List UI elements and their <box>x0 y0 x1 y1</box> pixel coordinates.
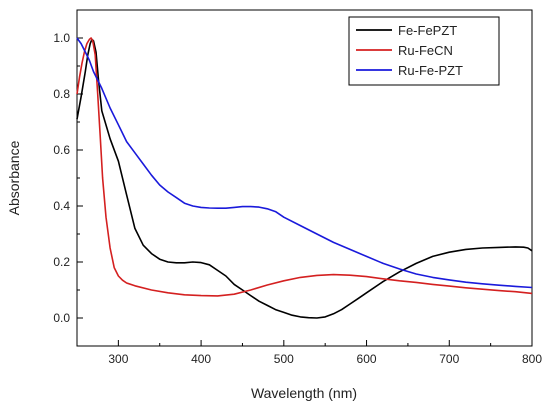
y-tick-label: 0.0 <box>53 311 70 325</box>
legend: Fe-FePZT Ru-FeCN Ru-Fe-PZT <box>348 16 500 86</box>
series-line-fe-fepzt <box>76 38 533 319</box>
y-tick-label: 1.0 <box>53 31 70 45</box>
axis-ticks <box>76 9 533 347</box>
y-tick-label: 0.8 <box>53 87 70 101</box>
x-tick-label: 400 <box>191 352 211 366</box>
y-tick-label: 0.4 <box>53 199 70 213</box>
x-tick-label: 500 <box>274 352 294 366</box>
legend-label: Ru-FeCN <box>398 43 453 58</box>
legend-label: Fe-FePZT <box>398 23 457 38</box>
x-axis-label: Wavelength (nm) <box>251 385 357 401</box>
x-tick-label: 300 <box>108 352 128 366</box>
x-tick-label: 700 <box>439 352 459 366</box>
x-tick-label: 800 <box>522 352 542 366</box>
y-axis-label: Absorbance <box>6 140 22 215</box>
series-line-ru-fe-pzt <box>76 37 533 289</box>
legend-label: Ru-Fe-PZT <box>398 63 463 78</box>
y-tick-label: 0.6 <box>53 143 70 157</box>
series-lines <box>76 37 533 319</box>
y-tick-label: 0.2 <box>53 255 70 269</box>
series-line-ru-fecn <box>76 37 533 297</box>
legend-box <box>348 16 500 86</box>
x-tick-label: 600 <box>357 352 377 366</box>
tick-labels: 300 400 500 600 700 800 0.0 0.2 0.4 0.6 0.8 1.0 <box>53 31 542 366</box>
